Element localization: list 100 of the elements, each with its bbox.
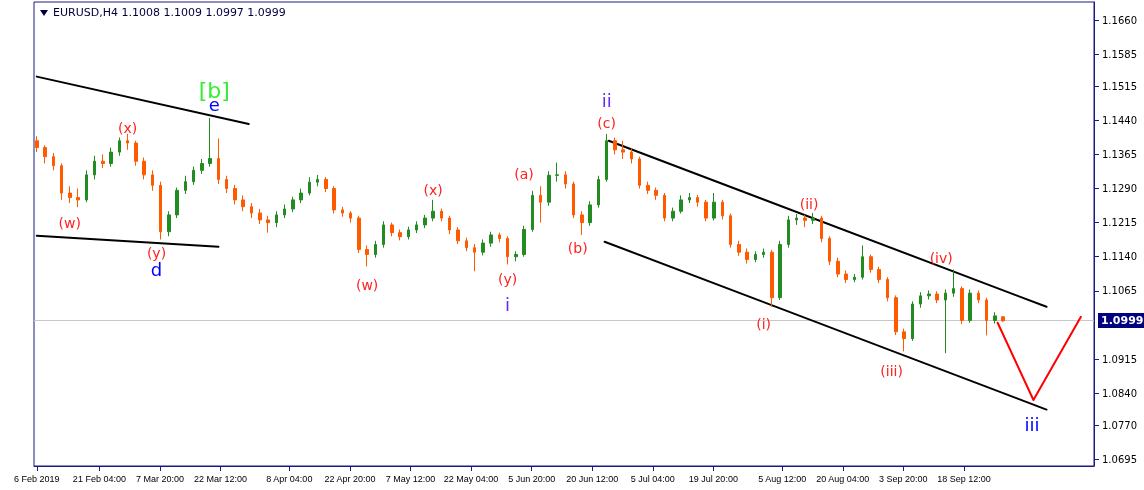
x-tick-label: 21 Feb 04:00: [72, 473, 126, 484]
y-tick-label: 1.1065: [1102, 285, 1137, 297]
candlestick: [754, 250, 757, 263]
candlestick: [291, 196, 295, 213]
candlestick: [407, 226, 410, 240]
candlestick: [555, 162, 559, 183]
candlestick: [266, 215, 270, 234]
candlestick: [341, 206, 344, 218]
candlestick: [729, 213, 732, 249]
candlestick: [539, 185, 542, 224]
candlestick: [770, 249, 774, 308]
candlestick: [43, 144, 47, 164]
x-tick-label: 18 Sep 12:00: [937, 473, 991, 484]
x-tick-label: 22 May 04:00: [443, 473, 499, 484]
candlestick: [597, 175, 600, 209]
candlestick: [960, 285, 964, 325]
x-tick-label: 22 Apr 20:00: [324, 473, 376, 484]
x-tick-label: 3 Sep 20:00: [879, 473, 928, 484]
y-tick-label: 1.1140: [1102, 251, 1137, 263]
candlestick: [985, 297, 988, 336]
annotation: (ii): [799, 195, 819, 212]
x-tick-label: 7 Mar 20:00: [135, 473, 184, 484]
candlestick: [638, 156, 641, 190]
x-tick-label: 22 Mar 12:00: [194, 473, 248, 484]
x-tick-label: 20 Aug 04:00: [816, 473, 870, 484]
candlestick: [258, 208, 262, 225]
y-tick-label: 1.0915: [1102, 353, 1137, 365]
candlestick: [473, 243, 476, 272]
candlestick: [481, 238, 485, 256]
candlestick: [944, 289, 947, 354]
chart-title: EURUSD,H4 1.1008 1.1009 1.0997 1.0999: [53, 6, 286, 19]
annotation: (a): [514, 166, 534, 183]
annotation: (x): [118, 120, 138, 137]
y-tick-label: 1.1215: [1102, 217, 1137, 229]
candlestick: [886, 276, 889, 302]
candlestick: [431, 199, 435, 222]
candlestick: [357, 215, 361, 254]
candlestick: [175, 187, 179, 219]
candlestick: [547, 170, 551, 207]
candlestick: [374, 240, 377, 259]
annotation: (iii): [880, 363, 903, 380]
candlestick: [118, 137, 121, 157]
candlestick: [390, 222, 394, 237]
candlestick: [423, 214, 427, 229]
candlestick: [977, 289, 980, 304]
candlestick: [737, 240, 741, 257]
candlestick: [489, 231, 493, 248]
candlestick: [52, 152, 55, 171]
candlestick: [498, 232, 501, 243]
candlestick: [911, 300, 914, 342]
candlestick: [935, 290, 939, 304]
y-tick-label: 1.0840: [1102, 387, 1137, 399]
candlestick: [332, 185, 336, 215]
candlestick: [35, 135, 39, 153]
candlestick: [580, 210, 584, 236]
candlestick: [952, 268, 955, 298]
candlestick: [869, 253, 873, 274]
candlestick: [861, 244, 864, 280]
y-tick-label: 1.1660: [1102, 14, 1137, 26]
candlestick: [465, 237, 468, 252]
candlestick: [762, 248, 765, 259]
candlestick: [415, 220, 418, 234]
candlestick: [853, 273, 856, 283]
candlestick: [712, 192, 716, 221]
candlestick: [151, 169, 154, 192]
candlestick: [308, 176, 311, 196]
annotation: (x): [423, 182, 443, 199]
candlestick: [85, 169, 88, 203]
candlestick: [76, 188, 80, 208]
y-tick-label: 1.0770: [1102, 419, 1137, 431]
candlestick: [142, 157, 146, 180]
annotation: (c): [597, 115, 616, 131]
x-tick-label: 20 Jun 12:00: [566, 473, 619, 484]
annotation: (w): [58, 214, 81, 231]
candlestick: [564, 170, 567, 190]
candlestick: [398, 228, 402, 241]
candlestick: [506, 235, 509, 265]
candlestick: [621, 140, 625, 160]
candlestick: [787, 215, 790, 249]
candlestick: [877, 266, 881, 284]
annotation: (w): [355, 276, 379, 293]
annotation: (b): [567, 239, 588, 256]
annotation: i: [505, 294, 511, 316]
candlestick: [679, 194, 683, 215]
candlestick: [605, 133, 608, 183]
y-tick-label: 1.1585: [1102, 48, 1137, 60]
y-tick-label: 1.1290: [1102, 183, 1137, 195]
x-tick-label: 5 Jun 20:00: [508, 473, 556, 484]
candlestick: [531, 190, 534, 233]
candlestick: [192, 166, 195, 186]
candlestick: [241, 194, 245, 212]
candlestick: [654, 187, 658, 201]
candlestick: [68, 185, 72, 204]
candlestick: [184, 175, 187, 195]
candlestick: [811, 212, 815, 225]
candlestick: [440, 208, 443, 222]
y-tick-label: 1.1365: [1102, 148, 1137, 160]
candlestick: [778, 240, 782, 301]
candlestick: [795, 213, 798, 226]
candlestick: [60, 162, 63, 201]
